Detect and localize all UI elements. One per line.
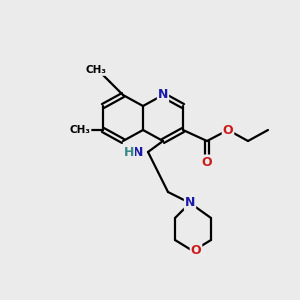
Text: O: O [191,244,201,257]
Text: O: O [223,124,233,136]
Text: N: N [158,88,168,101]
Text: O: O [202,155,212,169]
Text: N: N [133,146,143,158]
Text: N: N [185,196,195,209]
Text: CH₃: CH₃ [85,65,106,75]
Text: CH₃: CH₃ [70,125,91,135]
Text: H: H [124,146,134,158]
